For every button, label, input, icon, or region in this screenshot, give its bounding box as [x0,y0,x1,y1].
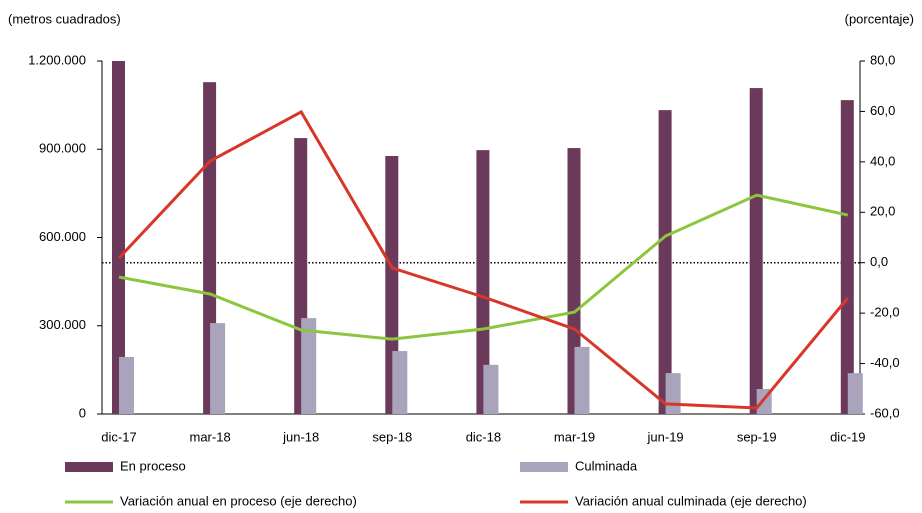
bar [665,373,681,414]
legend-label: Culminada [575,458,638,473]
y2-tick-label: -60,0 [870,405,900,420]
y2-tick-label: -20,0 [870,305,900,320]
y2-tick-label: 20,0 [870,204,895,219]
x-tick-label: sep-19 [737,429,777,444]
x-tick-label: dic-19 [830,429,865,444]
x-tick-label: jun-19 [647,429,684,444]
legend-swatch [520,462,568,472]
y-tick-label: 600.000 [39,229,86,244]
y-tick-label: 0 [79,405,86,420]
bar [483,364,499,414]
legend-swatch [65,462,113,472]
bar [385,156,399,414]
y2-tick-label: 0,0 [870,254,888,269]
y2-tick-label: -40,0 [870,355,900,370]
x-tick-label: dic-17 [101,429,136,444]
bar [574,346,590,414]
line [118,193,849,341]
bar [210,323,226,414]
bar [392,351,408,414]
y-axis-label: (metros cuadrados) [8,11,121,26]
x-tick-label: sep-18 [372,429,412,444]
bar [749,88,763,415]
x-tick-label: dic-18 [466,429,501,444]
bar [847,373,863,414]
x-tick-label: jun-18 [282,429,319,444]
y-tick-label: 300.000 [39,317,86,332]
bar [658,110,672,415]
bar [476,150,490,414]
y2-tick-label: 80,0 [870,52,895,67]
bar [112,61,125,414]
x-tick-label: mar-18 [190,429,231,444]
legend-label: En proceso [120,458,186,473]
legend-label: Variación anual culminada (eje derecho) [575,493,807,508]
y2-axis-label: (porcentaje) [845,11,914,26]
y2-tick-label: 60,0 [870,103,895,118]
x-tick-label: mar-19 [554,429,595,444]
y-tick-label: 1.200.000 [28,52,86,67]
y-tick-label: 900.000 [39,141,86,156]
line [117,109,849,410]
bar [301,318,317,414]
bar [119,356,134,414]
legend-label: Variación anual en proceso (eje derecho) [120,493,357,508]
y2-tick-label: 40,0 [870,153,895,168]
bar [840,100,854,414]
